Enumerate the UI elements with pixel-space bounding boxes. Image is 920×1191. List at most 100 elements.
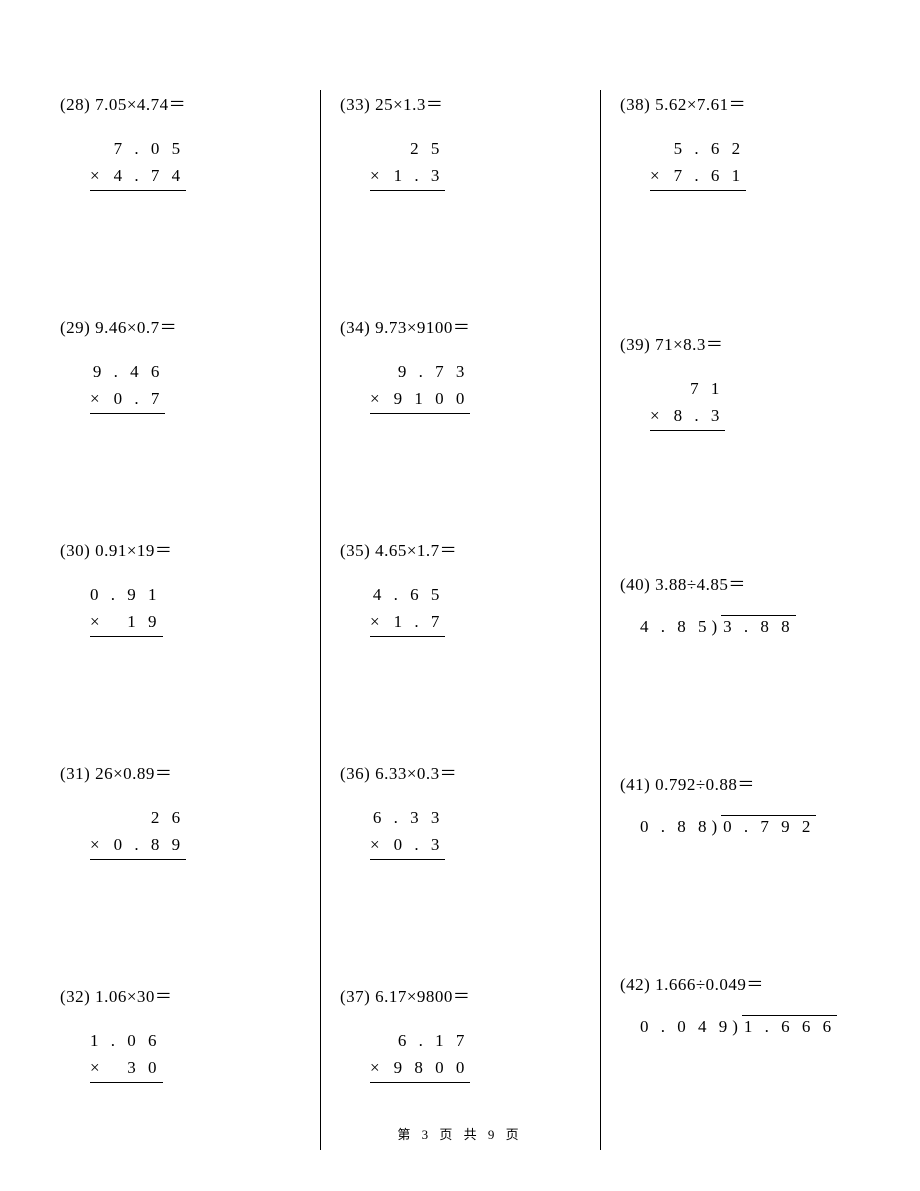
multiplier-row: × 4 . 7 4 [90, 162, 186, 191]
multiplier-row: × 8 . 3 [650, 402, 725, 431]
vertical-multiplication: 2 5× 1 . 3 [370, 135, 445, 191]
divisor: 4 . 8 5 [640, 617, 711, 637]
multiplier: 1 9 [127, 612, 160, 631]
multiplicand: 0 . 9 1 [90, 581, 163, 608]
times-sign: × [90, 162, 104, 189]
multiplier: 4 . 7 4 [114, 166, 185, 185]
multiplier: 9 8 0 0 [394, 1058, 469, 1077]
problem-label: (32) 1.06×30＝ [60, 982, 300, 1007]
multiplier-row: × 1 9 [90, 608, 163, 637]
division-bracket: ) [731, 1017, 740, 1037]
problem-37: (37) 6.17×9800＝6 . 1 7×9 8 0 0 [340, 982, 580, 1110]
problem-label: (29) 9.46×0.7＝ [60, 313, 300, 338]
multiplicand: 6 . 3 3 [370, 804, 445, 831]
problem-39: (39) 71×8.3＝ 7 1× 8 . 3 [620, 330, 860, 530]
problem-36: (36) 6.33×0.3＝ 6 . 3 3×0 . 3 [340, 759, 580, 942]
divisor: 0 . 8 8 [640, 817, 711, 837]
times-sign: × [370, 831, 384, 858]
column-divider [320, 90, 321, 1150]
times-sign: × [370, 385, 384, 412]
long-division: 0 . 0 4 9)1 . 6 6 6 [640, 1015, 860, 1037]
long-division: 0 . 8 8)0 . 7 9 2 [640, 815, 860, 837]
multiplier-row: × 9 8 0 0 [370, 1054, 470, 1083]
dividend: 0 . 7 9 2 [721, 815, 816, 837]
division-bracket: ) [711, 617, 720, 637]
long-division: 4 . 8 5)3 . 8 8 [640, 615, 860, 637]
problem-32: (32) 1.06×30＝ 1 . 0 6×3 0 [60, 982, 300, 1110]
multiplicand: 4 . 6 5 [370, 581, 445, 608]
problem-label: (34) 9.73×9100＝ [340, 313, 580, 338]
vertical-multiplication: 2 6× 0 . 8 9 [90, 804, 186, 860]
multiplicand: 2 6 [90, 804, 186, 831]
problem-41: (41) 0.792÷0.88＝ 0 . 8 8)0 . 7 9 2 [620, 770, 860, 930]
problem-label: (28) 7.05×4.74＝ [60, 90, 300, 115]
times-sign: × [370, 162, 384, 189]
problem-label: (41) 0.792÷0.88＝ [620, 770, 860, 795]
problem-label: (37) 6.17×9800＝ [340, 982, 580, 1007]
problem-29: (29) 9.46×0.7＝ 9 . 4 6×0 . 7 [60, 313, 300, 496]
times-sign: × [90, 831, 104, 858]
multiplier: 8 . 3 [674, 406, 724, 425]
worksheet-page: (28) 7.05×4.74＝7 . 0 5×4 . 7 4(29) 9.46×… [0, 0, 920, 1191]
problem-40: (40) 3.88÷4.85＝ 4 . 8 5)3 . 8 8 [620, 570, 860, 730]
divisor: 0 . 0 4 9 [640, 1017, 731, 1037]
multiplier: 9 1 0 0 [394, 389, 469, 408]
multiplier-row: × 1 . 7 [370, 608, 445, 637]
column-3: (38) 5.62×7.61＝5 . 6 2×7 . 6 1 (39) 71×8.… [620, 90, 860, 1150]
problem-30: (30) 0.91×19＝ 0 . 9 1× 1 9 [60, 536, 300, 719]
division-bracket: ) [711, 817, 720, 837]
vertical-multiplication: 0 . 9 1× 1 9 [90, 581, 163, 637]
vertical-multiplication: 1 . 0 6×3 0 [90, 1027, 163, 1083]
problem-label: (33) 25×1.3＝ [340, 90, 580, 115]
problem-42: (42) 1.666÷0.049＝ 0 . 0 4 9)1 . 6 6 6 [620, 970, 860, 1110]
multiplier-row: × 9 1 0 0 [370, 385, 470, 414]
column-divider [600, 90, 601, 1150]
vertical-multiplication: 9 . 7 3× 9 1 0 0 [370, 358, 470, 414]
vertical-multiplication: 6 . 3 3×0 . 3 [370, 804, 445, 860]
page-footer: 第 3 页 共 9 页 [0, 1124, 920, 1143]
multiplier: 0 . 8 9 [114, 835, 185, 854]
times-sign: × [90, 1054, 104, 1081]
multiplier-row: ×0 . 3 [370, 831, 445, 860]
vertical-multiplication: 4 . 6 5× 1 . 7 [370, 581, 445, 637]
multiplicand: 7 1 [650, 375, 725, 402]
multiplier: 1 . 7 [394, 612, 444, 631]
vertical-multiplication: 7 1× 8 . 3 [650, 375, 725, 431]
problem-34: (34) 9.73×9100＝ 9 . 7 3× 9 1 0 0 [340, 313, 580, 496]
problem-label: (39) 71×8.3＝ [620, 330, 860, 355]
problem-label: (42) 1.666÷0.049＝ [620, 970, 860, 995]
multiplier-row: ×3 0 [90, 1054, 163, 1083]
multiplier-row: × 1 . 3 [370, 162, 445, 191]
vertical-multiplication: 6 . 1 7×9 8 0 0 [370, 1027, 470, 1083]
times-sign: × [370, 1054, 384, 1081]
problem-35: (35) 4.65×1.7＝ 4 . 6 5× 1 . 7 [340, 536, 580, 719]
problem-label: (35) 4.65×1.7＝ [340, 536, 580, 561]
times-sign: × [650, 402, 664, 429]
multiplicand: 9 . 4 6 [90, 358, 165, 385]
multiplier: 7 . 6 1 [674, 166, 745, 185]
multiplier: 1 . 3 [394, 166, 444, 185]
problem-label: (30) 0.91×19＝ [60, 536, 300, 561]
problem-label: (40) 3.88÷4.85＝ [620, 570, 860, 595]
problem-38: (38) 5.62×7.61＝5 . 6 2×7 . 6 1 [620, 90, 860, 290]
column-1: (28) 7.05×4.74＝7 . 0 5×4 . 7 4(29) 9.46×… [60, 90, 300, 1150]
problem-28: (28) 7.05×4.74＝ 7 . 0 5× 4 . 7 4 [60, 90, 300, 273]
multiplicand: 7 . 0 5 [90, 135, 186, 162]
dividend: 3 . 8 8 [721, 615, 796, 637]
multiplicand: 1 . 0 6 [90, 1027, 163, 1054]
columns-wrap: (28) 7.05×4.74＝7 . 0 5×4 . 7 4(29) 9.46×… [0, 90, 920, 1150]
problem-label: (36) 6.33×0.3＝ [340, 759, 580, 784]
multiplicand: 2 5 [370, 135, 445, 162]
problem-33: (33) 25×1.3＝ 2 5× 1 . 3 [340, 90, 580, 273]
vertical-multiplication: 7 . 0 5× 4 . 7 4 [90, 135, 186, 191]
multiplier-row: ×7 . 6 1 [650, 162, 746, 191]
times-sign: × [90, 608, 104, 635]
multiplier-row: × 0 . 8 9 [90, 831, 186, 860]
problem-31: (31) 26×0.89＝2 6×0 . 8 9 [60, 759, 300, 942]
multiplicand: 9 . 7 3 [370, 358, 470, 385]
times-sign: × [370, 608, 384, 635]
dividend: 1 . 6 6 6 [742, 1015, 837, 1037]
multiplier-row: ×0 . 7 [90, 385, 165, 414]
multiplier: 0 . 7 [114, 389, 164, 408]
column-2: (33) 25×1.3＝2 5×1 . 3(34) 9.73×9100＝9 . … [340, 90, 580, 1150]
